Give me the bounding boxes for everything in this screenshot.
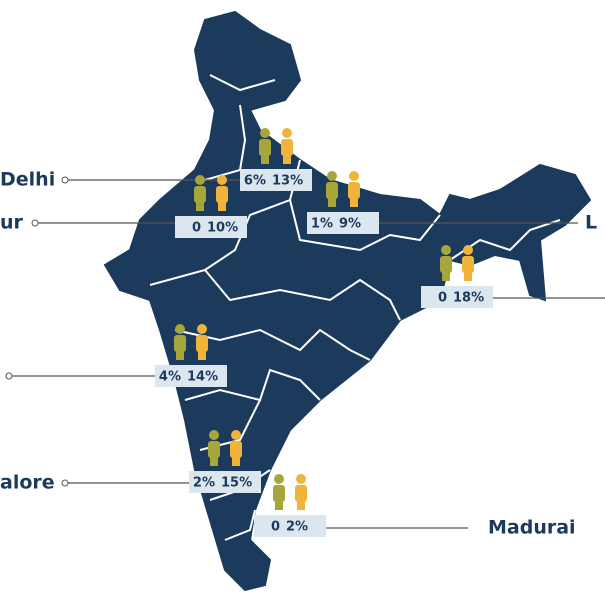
value-box [307, 212, 379, 234]
female-icon-legs [196, 202, 204, 211]
men-value: 13% [272, 174, 303, 189]
female-icon-body [326, 182, 338, 199]
male-icon-head [349, 171, 359, 181]
female-icon-head [327, 171, 337, 181]
city-label: alore [0, 472, 55, 494]
leader-dot [5, 372, 13, 380]
female-icon-head [175, 324, 185, 334]
female-icon-body [194, 186, 206, 203]
male-icon-legs [283, 155, 291, 164]
men-value: 9% [339, 217, 361, 232]
male-icon-legs [350, 198, 358, 207]
female-icon-body [273, 485, 285, 502]
city-label: Delhi [0, 169, 55, 191]
female-icon-head [209, 430, 219, 440]
men-value: 18% [453, 291, 484, 306]
value-box [421, 286, 493, 308]
city-label: ur [0, 212, 24, 234]
male-icon-body [281, 139, 293, 156]
male-icon-legs [464, 272, 472, 281]
value-box [254, 515, 326, 537]
men-value: 15% [221, 476, 252, 491]
male-icon-legs [232, 457, 240, 466]
male-icon-body [348, 182, 360, 199]
female-icon-legs [275, 501, 283, 510]
men-value: 14% [187, 370, 218, 385]
male-icon-head [282, 128, 292, 138]
leader-dot [61, 176, 69, 184]
leader-dot [31, 219, 39, 227]
value-box [240, 169, 312, 191]
male-icon-body [462, 256, 474, 273]
male-icon-head [296, 474, 306, 484]
value-box [189, 471, 261, 493]
female-icon-body [174, 335, 186, 352]
male-icon-head [231, 430, 241, 440]
male-icon-body [230, 441, 242, 458]
male-icon-head [217, 175, 227, 185]
female-icon-head [260, 128, 270, 138]
female-icon-head [441, 245, 451, 255]
city-label: Madurai [488, 517, 576, 539]
women-value: 6% [244, 174, 266, 189]
callouts: Delhi 6% 13% ur 0 10% L 1% 9% 0 18% 4% 14% alore 2% 15%… [0, 128, 605, 539]
male-icon-body [196, 335, 208, 352]
female-icon-body [440, 256, 452, 273]
women-value: 2% [193, 476, 215, 491]
female-icon-body [208, 441, 220, 458]
women-value: 0 [438, 291, 447, 306]
leader-dot [61, 479, 69, 487]
male-icon-head [463, 245, 473, 255]
female-icon-legs [176, 351, 184, 360]
female-icon-head [274, 474, 284, 484]
women-value: 1% [311, 217, 333, 232]
value-box [155, 365, 227, 387]
value-box [175, 216, 247, 238]
india-map [103, 10, 592, 592]
female-icon-body [259, 139, 271, 156]
women-value: 4% [159, 370, 181, 385]
female-icon-legs [328, 198, 336, 207]
female-icon-legs [261, 155, 269, 164]
female-icon-legs [442, 272, 450, 281]
city-label: L [585, 212, 597, 234]
male-icon-legs [198, 351, 206, 360]
women-value: 0 [271, 520, 280, 535]
male-icon-body [216, 186, 228, 203]
men-value: 2% [286, 520, 308, 535]
male-icon-body [295, 485, 307, 502]
female-icon-legs [210, 457, 218, 466]
male-icon-legs [218, 202, 226, 211]
female-icon-head [195, 175, 205, 185]
male-icon-legs [297, 501, 305, 510]
men-value: 10% [207, 221, 238, 236]
male-icon-head [197, 324, 207, 334]
women-value: 0 [192, 221, 201, 236]
